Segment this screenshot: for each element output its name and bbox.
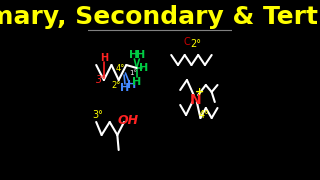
Text: +: + bbox=[195, 87, 204, 97]
Text: H: H bbox=[139, 63, 148, 73]
Text: 4°: 4° bbox=[199, 110, 210, 120]
Text: H: H bbox=[136, 50, 145, 60]
Text: N: N bbox=[190, 93, 202, 107]
Text: H: H bbox=[100, 53, 108, 63]
Text: 1°: 1° bbox=[129, 70, 137, 76]
Text: H: H bbox=[127, 80, 136, 90]
Text: H: H bbox=[129, 50, 138, 60]
Text: 3°: 3° bbox=[92, 110, 103, 120]
Text: 3°: 3° bbox=[96, 75, 107, 85]
Text: 2°: 2° bbox=[112, 80, 121, 89]
Text: C: C bbox=[184, 37, 190, 47]
Text: H: H bbox=[132, 77, 141, 87]
Text: 4°: 4° bbox=[116, 64, 125, 73]
Text: OH: OH bbox=[117, 114, 138, 127]
Text: Primary, Secondary & Tertiary: Primary, Secondary & Tertiary bbox=[0, 5, 320, 29]
Text: 2°: 2° bbox=[190, 39, 201, 49]
Text: H: H bbox=[120, 83, 130, 93]
